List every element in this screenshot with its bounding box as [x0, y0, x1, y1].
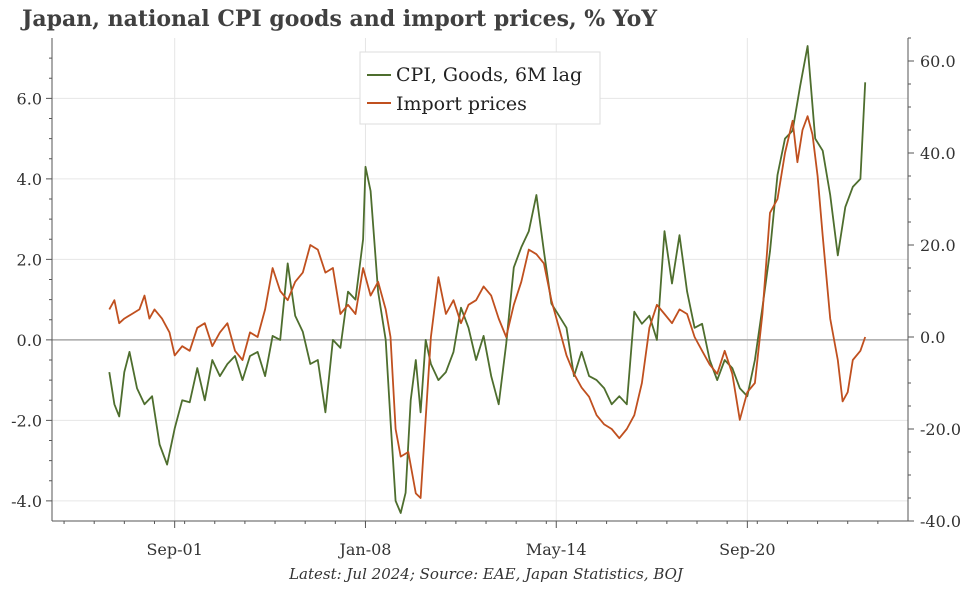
- axis-layer: 6.0 4.0 2.0 0.0 -2.0 -4.0 60.0 40.0 20.0 0.0 -20.0…: [11, 37, 961, 559]
- y-tick-label-left: 4.0: [17, 170, 42, 189]
- y-tick-label-right: 0.0: [920, 328, 945, 347]
- series-line-cpi-goods: [108, 45, 867, 514]
- x-tick-label: May-14: [526, 540, 587, 559]
- legend-box: [359, 51, 601, 125]
- x-tick-label: Sep-01: [146, 540, 202, 559]
- y-tick-label-right: -40.0: [920, 512, 961, 531]
- y-tick-label-right: 20.0: [920, 236, 956, 255]
- y-tick-label-left: 0.0: [17, 331, 42, 350]
- y-tick-label-right: 40.0: [920, 144, 956, 163]
- series-layer: [108, 45, 867, 514]
- x-tick-label: Jan-08: [337, 540, 391, 559]
- x-tick-label: Sep-20: [719, 540, 775, 559]
- legend: CPI, Goods, 6M lag Import prices: [359, 51, 601, 125]
- y-tick-label-left: 2.0: [17, 250, 42, 269]
- legend-label-cpi: CPI, Goods, 6M lag: [396, 64, 582, 86]
- y-tick-label-left: -4.0: [11, 492, 42, 511]
- y-tick-label-right: -20.0: [920, 420, 961, 439]
- y-tick-label-left: 6.0: [17, 89, 42, 108]
- series-line-import-prices: [108, 115, 867, 499]
- source-note: Latest: Jul 2024; Source: EAE, Japan Sta…: [289, 565, 683, 583]
- legend-label-import: Import prices: [396, 93, 527, 115]
- chart-title: Japan, national CPI goods and import pri…: [22, 6, 658, 32]
- y-tick-label-left: -2.0: [11, 411, 42, 430]
- y-tick-label-right: 60.0: [920, 52, 956, 71]
